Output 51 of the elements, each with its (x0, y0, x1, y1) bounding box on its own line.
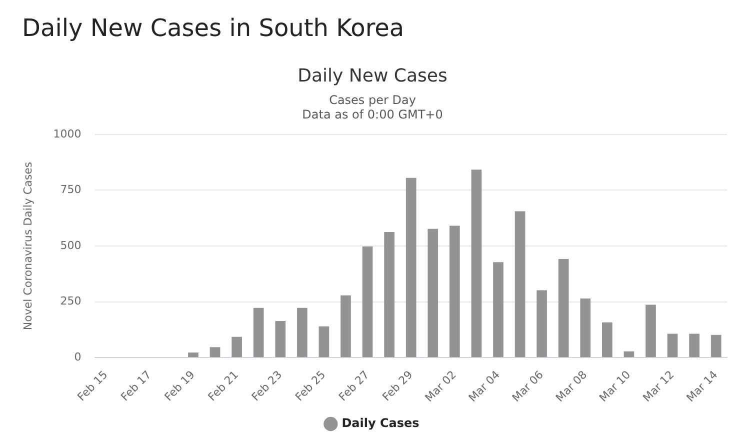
x-tick-label: Mar 14 (684, 368, 720, 404)
bar (646, 304, 656, 358)
bar (471, 170, 482, 358)
bar (710, 334, 722, 358)
text: Data as of 0:00 GMT+0 (302, 107, 443, 122)
y-tick-label: 250 (60, 294, 82, 308)
x-tick-label: Feb 25 (292, 368, 328, 404)
x-tick-label: Mar 04 (466, 368, 502, 404)
chart-title: Daily New Cases in South Korea (21, 13, 406, 44)
bar (580, 298, 591, 358)
bar (275, 321, 286, 358)
bar (210, 347, 220, 358)
x-tick-label: Mar 06 (510, 368, 546, 404)
bar (384, 232, 394, 358)
bar (340, 295, 351, 358)
x-tick-label: Feb 15 (74, 368, 110, 404)
legend-label: Daily Cases (342, 416, 420, 430)
bar (514, 211, 526, 358)
x-tick-label: Feb 27 (336, 368, 372, 404)
bar (253, 308, 264, 358)
y-axis-title: Novel Coronavirus Daily Cases (21, 162, 34, 330)
bar (624, 351, 634, 358)
bar (232, 336, 242, 358)
x-tick-label: Feb 21 (206, 368, 241, 404)
y-tick-label: 750 (60, 183, 82, 196)
x-tick-label: Feb 19 (162, 368, 198, 404)
y-tick-label: 1000 (53, 127, 82, 140)
bar (558, 258, 569, 358)
text: Cases per Day (329, 92, 416, 107)
x-tick-label: Mar 10 (596, 368, 634, 404)
bar (493, 262, 504, 358)
x-tick-label: Mar 02 (422, 368, 459, 404)
bar (296, 308, 308, 358)
bar (406, 178, 416, 358)
bar (536, 290, 547, 358)
bar (667, 334, 678, 358)
y-tick-label: 500 (60, 238, 82, 252)
x-tick-label: Mar 12 (640, 368, 677, 404)
bar (188, 352, 198, 358)
bar (449, 226, 460, 358)
bar (689, 334, 700, 358)
chart-subtitle: Daily New Cases (298, 65, 448, 86)
bar (428, 228, 438, 358)
x-tick-label: Feb 23 (249, 368, 285, 404)
bar (602, 322, 612, 358)
bar (362, 246, 373, 358)
y-tick-label: 0 (74, 350, 82, 364)
x-tick-label: Feb 29 (380, 368, 416, 404)
x-tick-label: Mar 08 (553, 368, 590, 404)
x-tick-label: Feb 17 (118, 368, 154, 404)
bar (318, 326, 330, 358)
